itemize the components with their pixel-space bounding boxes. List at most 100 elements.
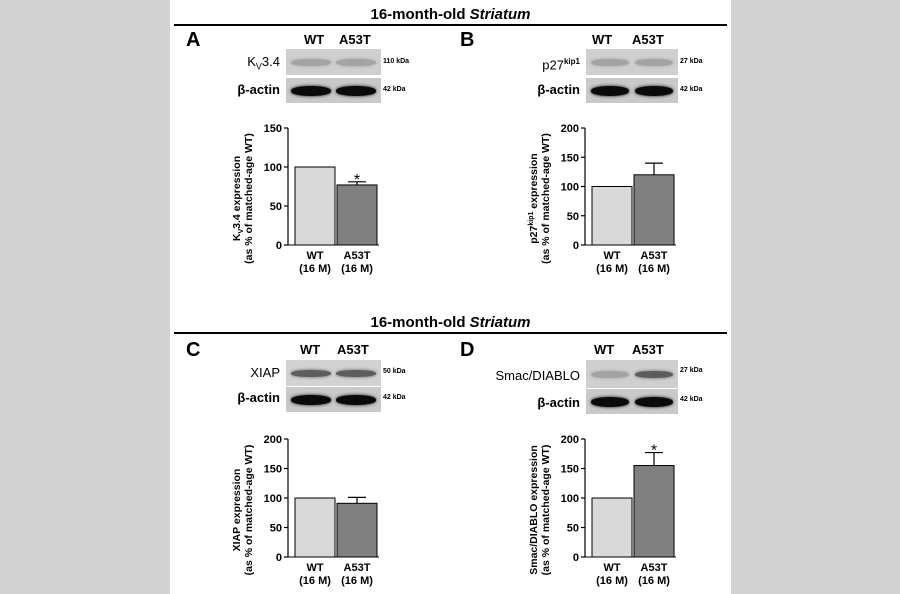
panel-label-b: B: [460, 29, 475, 51]
y-tick-label: 100: [561, 493, 579, 505]
bar: [336, 184, 378, 246]
blot-band: [290, 58, 331, 66]
kda-label: 27 kDa: [680, 367, 703, 374]
y-axis-label-part: V: [238, 229, 245, 234]
blot-band: [634, 370, 674, 378]
lane-label-a53t: A53T: [632, 342, 664, 357]
protein-label-p27: p27kip1: [510, 55, 580, 72]
protein-main: K: [247, 54, 256, 69]
significance-marker: *: [651, 443, 657, 460]
y-tick-label: 50: [270, 523, 282, 535]
y-axis-label-part: expression: [528, 153, 540, 211]
protein-sup: kip1: [563, 57, 580, 66]
lane-label-wt: WT: [592, 32, 613, 47]
y-axis-label: Smac/DIABLO expression: [528, 445, 540, 575]
panel-label-a: A: [186, 29, 201, 51]
x-tick-label: A53T: [641, 250, 668, 262]
bar: [591, 497, 633, 558]
y-tick-label: 200: [561, 123, 579, 135]
x-tick-label: (16 M): [341, 575, 373, 587]
y-tick-label: 0: [276, 552, 282, 564]
section-title-top: 16-month-old Striatum: [170, 6, 731, 24]
blot-beta-actin: [286, 387, 381, 412]
x-tick-label: (16 M): [596, 263, 628, 275]
protein-label-beta-actin: β-actin: [237, 390, 280, 405]
y-axis-label-part: kip1: [528, 212, 535, 226]
y-axis-label-line2: (as % of matched-age WT): [540, 133, 552, 264]
blot-band: [590, 396, 630, 407]
y-axis-label: p27kip1 expression: [528, 153, 540, 243]
kda-label: 110 kDa: [383, 58, 410, 65]
y-tick-label: 150: [264, 464, 282, 476]
blot-band: [290, 369, 331, 377]
y-axis-label-part: Smac/DIABLO expression: [528, 445, 540, 575]
blot-band: [634, 58, 674, 66]
section-title-bottom: 16-month-old Striatum: [170, 314, 731, 332]
lane-label-a53t: A53T: [339, 32, 371, 47]
y-axis-label-part: K: [231, 233, 243, 241]
lane-label-a53t: A53T: [632, 32, 664, 47]
blot-smac-diablo: [586, 360, 678, 388]
bar: [633, 465, 675, 558]
protein-label-smac-diablo: Smac/DIABLO: [495, 368, 580, 383]
x-tick-label: WT: [603, 250, 620, 262]
protein-label-beta-actin: β-actin: [537, 395, 580, 410]
blot-band: [336, 369, 377, 377]
section-rule-bottom: [174, 332, 727, 334]
blot-band: [590, 370, 630, 378]
y-tick-label: 150: [264, 123, 282, 135]
section-rule-top: [174, 24, 727, 26]
blot-beta-actin: [586, 78, 678, 103]
blot-band: [290, 394, 331, 405]
section-title-italic: Striatum: [469, 314, 531, 331]
y-axis-label-line2: (as % of matched-age WT): [243, 133, 255, 264]
protein-label-xiap: XIAP: [250, 365, 280, 380]
protein-label-beta-actin: β-actin: [537, 82, 580, 97]
bar: [294, 497, 336, 558]
y-axis-label: XIAP expression: [231, 469, 243, 552]
lane-label-a53t: A53T: [337, 342, 369, 357]
y-tick-label: 50: [270, 201, 282, 213]
y-tick-label: 200: [264, 434, 282, 446]
x-tick-label: WT: [603, 562, 620, 574]
blot-band: [634, 85, 674, 96]
x-tick-label: A53T: [641, 562, 668, 574]
y-tick-label: 0: [573, 552, 579, 564]
x-tick-label: (16 M): [341, 263, 373, 275]
lane-label-wt: WT: [304, 32, 325, 47]
y-tick-label: 50: [567, 523, 579, 535]
x-tick-label: (16 M): [299, 575, 331, 587]
blot-band: [336, 85, 377, 96]
y-axis-label-line2: (as % of matched-age WT): [540, 445, 552, 576]
blot-xiap: [286, 360, 381, 386]
blot-band: [336, 58, 377, 66]
significance-marker: *: [354, 172, 360, 189]
lane-label-wt: WT: [594, 342, 615, 357]
blot-kv34: [286, 49, 381, 75]
section-title-prefix: 16-month-old: [370, 6, 470, 23]
blot-band: [290, 85, 331, 96]
y-tick-label: 0: [573, 240, 579, 252]
figure: 16-month-old Striatum A WT A53T KV3.4 11…: [170, 0, 731, 594]
x-tick-label: A53T: [344, 250, 371, 262]
kda-label: 27 kDa: [680, 58, 703, 65]
x-tick-label: (16 M): [638, 575, 670, 587]
x-tick-label: WT: [306, 562, 323, 574]
kda-label: 50 kDa: [383, 368, 406, 375]
blot-beta-actin: [586, 389, 678, 414]
y-tick-label: 100: [264, 162, 282, 174]
y-tick-label: 150: [561, 464, 579, 476]
blot-band: [336, 394, 377, 405]
x-tick-label: WT: [306, 250, 323, 262]
protein-label-beta-actin: β-actin: [237, 82, 280, 97]
blot-band: [634, 396, 674, 407]
blot-band: [590, 85, 630, 96]
x-tick-label: (16 M): [596, 575, 628, 587]
x-tick-label: (16 M): [638, 263, 670, 275]
lane-label-wt: WT: [300, 342, 321, 357]
bar: [633, 174, 675, 246]
blot-p27: [586, 49, 678, 75]
protein-main: p27: [542, 57, 564, 73]
